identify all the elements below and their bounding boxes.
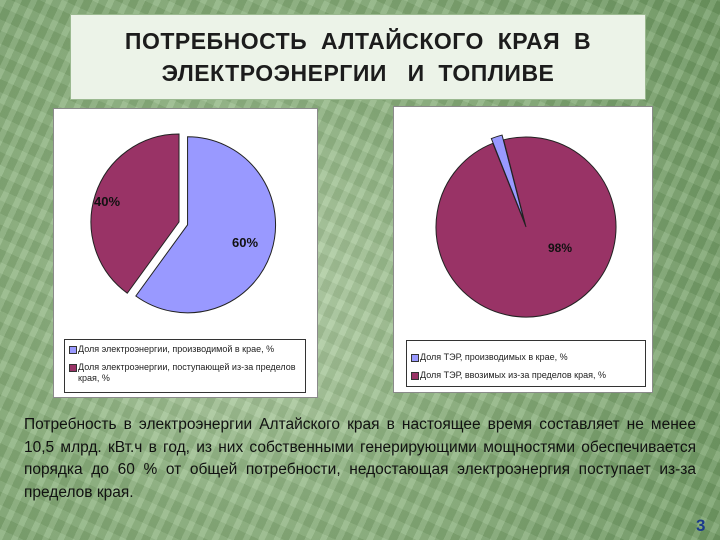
title-line-1: ПОТРЕБНОСТЬ АЛТАЙСКОГО КРАЯ В (124, 28, 592, 54)
legend-swatch (69, 364, 77, 372)
pie-chart-fuel: 2%98% (435, 134, 617, 318)
legend-swatch (411, 354, 419, 362)
pie-data-label-2: 40% (94, 194, 120, 209)
body-paragraph: Потребность в электроэнергии Алтайского … (24, 416, 696, 501)
legend-swatch (69, 346, 77, 354)
chart-panel-electricity: 60% 40% Доля электроэнергии, производимой… (53, 108, 318, 398)
legend-swatch (411, 372, 419, 380)
legend-label: Доля ТЭР, ввозимых из-за пределов края, … (420, 370, 606, 380)
legend-electricity: Доля электроэнергии, производимой в крае… (64, 339, 306, 393)
pie-data-label-2: 98% (548, 241, 572, 255)
title-line-2: ЭЛЕКТРОЭНЕРГИИ И ТОПЛИВЕ (161, 60, 555, 86)
page-number: 3 (696, 516, 706, 535)
pie-slice-2 (90, 133, 180, 294)
pie-slice-2 (435, 136, 617, 318)
pie-data-label-1: 60% (232, 235, 258, 250)
pie-slice-1 (490, 134, 525, 223)
title-box: ПОТРЕБНОСТЬ АЛТАЙСКОГО КРАЯ В ЭЛЕКТРОЭНЕ… (70, 14, 646, 100)
pie-slice-1 (135, 136, 277, 314)
pie-chart-electricity: 60% 40% (90, 133, 277, 314)
legend-label: Доля ТЭР, производимых в крае, % (420, 352, 568, 362)
legend-label: Доля электроэнергии, поступающей из-за п… (78, 362, 296, 383)
legend-label: Доля электроэнергии, производимой в крае… (78, 344, 275, 354)
legend-fuel: Доля ТЭР, производимых в крае, % Доля ТЭ… (406, 340, 646, 387)
chart-panel-fuel: 2%98% Доля ТЭР, производимых в крае, % Д… (393, 106, 653, 393)
